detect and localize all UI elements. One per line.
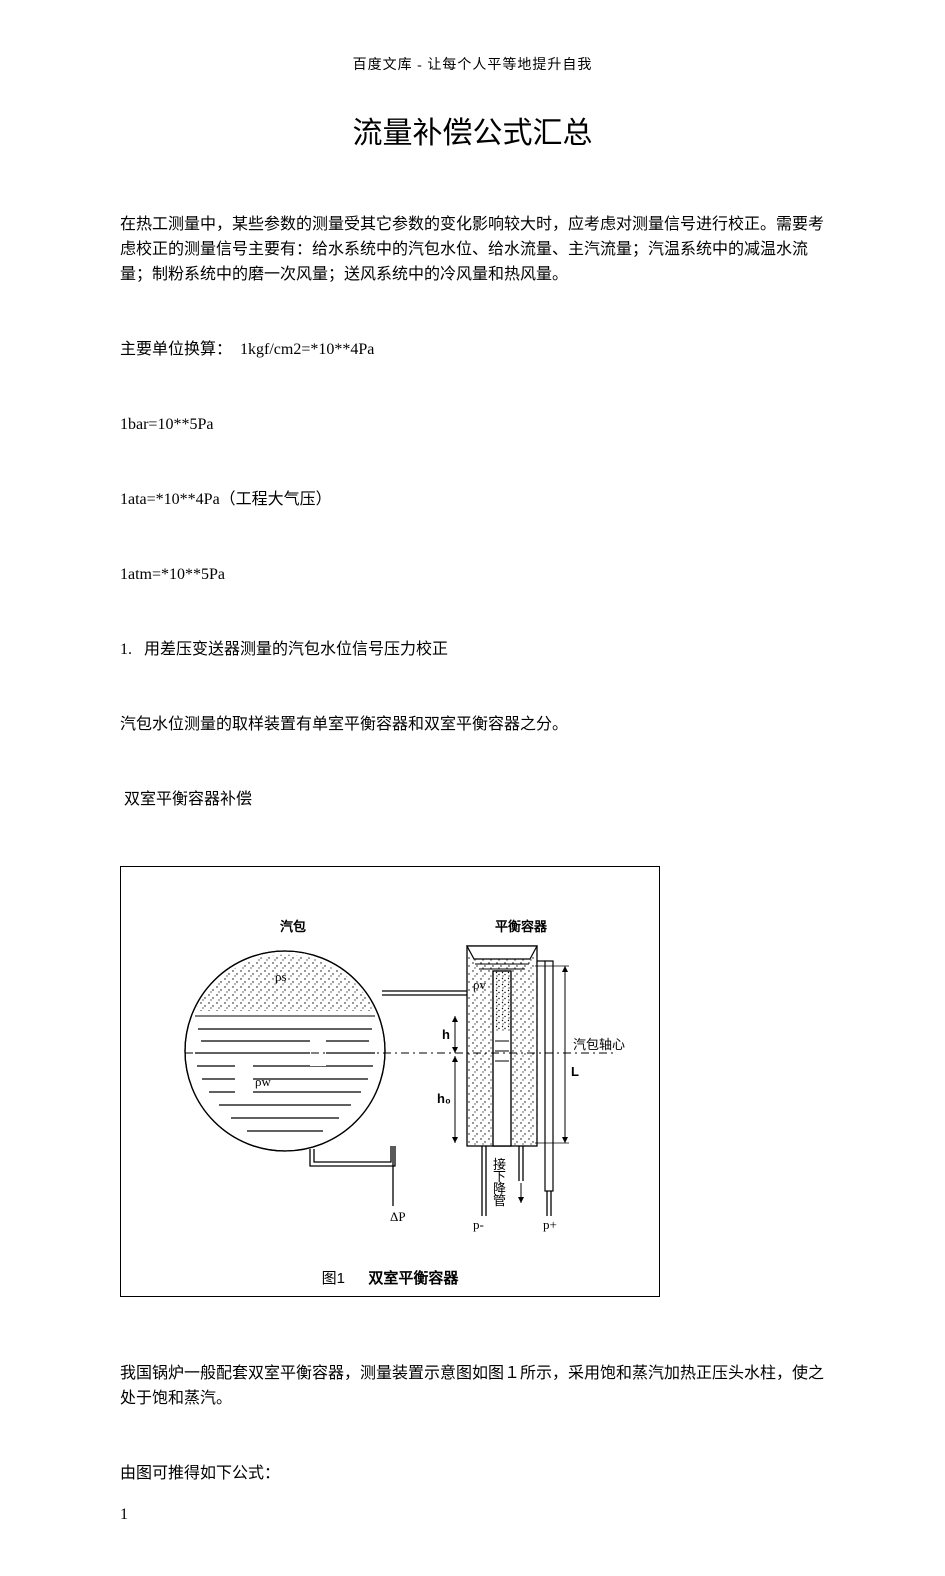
figure-1-diagram: 汽包 平衡容器 [135, 881, 645, 1261]
label-rho-s: ρs [275, 969, 287, 984]
label-p-minus: p- [473, 1217, 484, 1232]
label-balance-vessel: 平衡容器 [495, 919, 548, 934]
subsection-heading: 双室平衡容器补偿 [120, 787, 825, 812]
unit-conv-1: 主要单位换算： 1kgf/cm2=*10**4Pa [120, 337, 825, 362]
label-p-plus: p+ [543, 1217, 557, 1232]
paragraph-after-fig-1: 我国锅炉一般配套双室平衡容器，测量装置示意图如图１所示，采用饱和蒸汽加热正压头水… [120, 1361, 825, 1411]
body-text-block: 在热工测量中，某些参数的测量受其它参数的变化影响较大时，应考虑对测量信号进行校正… [120, 162, 825, 862]
figure-caption-text: 双室平衡容器 [368, 1270, 458, 1287]
label-down-tube: 接 下 降 管 [493, 1157, 509, 1208]
figure-caption: 图1 双室平衡容器 [133, 1267, 647, 1288]
label-L: L [571, 1064, 579, 1079]
label-delta-p: ΔP [390, 1209, 406, 1224]
unit-conv-3: 1ata=*10**4Pa（工程大气压） [120, 487, 825, 512]
unit-conv-2: 1bar=10**5Pa [120, 412, 825, 437]
label-h: h [442, 1027, 450, 1042]
figure-caption-sep [349, 1270, 364, 1287]
pipe-bottom [310, 1146, 395, 1166]
reference-tube-icon [537, 961, 553, 1191]
header-sep: - [417, 58, 427, 73]
label-h0: h₀ [437, 1091, 451, 1106]
label-centerline: 汽包轴心 [573, 1037, 625, 1052]
label-rho-v: ρv [473, 977, 486, 992]
document-title: 流量补偿公式汇总 [120, 108, 825, 152]
unit-conv-4: 1atm=*10**5Pa [120, 562, 825, 587]
balance-vessel-icon [467, 946, 537, 1146]
page-number: 1 [120, 1506, 128, 1524]
section-1-heading: 1. 用差压变送器测量的汽包水位信号压力校正 [120, 637, 825, 662]
figure-caption-num: 图1 [322, 1270, 345, 1287]
label-drum: 汽包 [280, 919, 306, 934]
figure-1-container: 汽包 平衡容器 [120, 866, 660, 1297]
paragraph-intro: 在热工测量中，某些参数的测量受其它参数的变化影响较大时，应考虑对测量信号进行校正… [120, 212, 825, 287]
section-1-desc: 汽包水位测量的取样装置有单室平衡容器和双室平衡容器之分。 [120, 712, 825, 737]
body-text-after-figure: 我国锅炉一般配套双室平衡容器，测量装置示意图如图１所示，采用饱和蒸汽加热正压头水… [120, 1311, 825, 1536]
label-rho-w: ρw [255, 1074, 271, 1089]
pipe-bottom-2 [314, 1146, 391, 1162]
document-page: 百度文库 - 让每个人平等地提升自我 流量补偿公式汇总 在热工测量中，某些参数的… [0, 0, 945, 1576]
site-slogan: 让每个人平等地提升自我 [427, 58, 592, 73]
site-name: 百度文库 [353, 58, 413, 73]
page-header: 百度文库 - 让每个人平等地提升自我 [120, 54, 825, 74]
paragraph-after-fig-2: 由图可推得如下公式： [120, 1461, 825, 1486]
